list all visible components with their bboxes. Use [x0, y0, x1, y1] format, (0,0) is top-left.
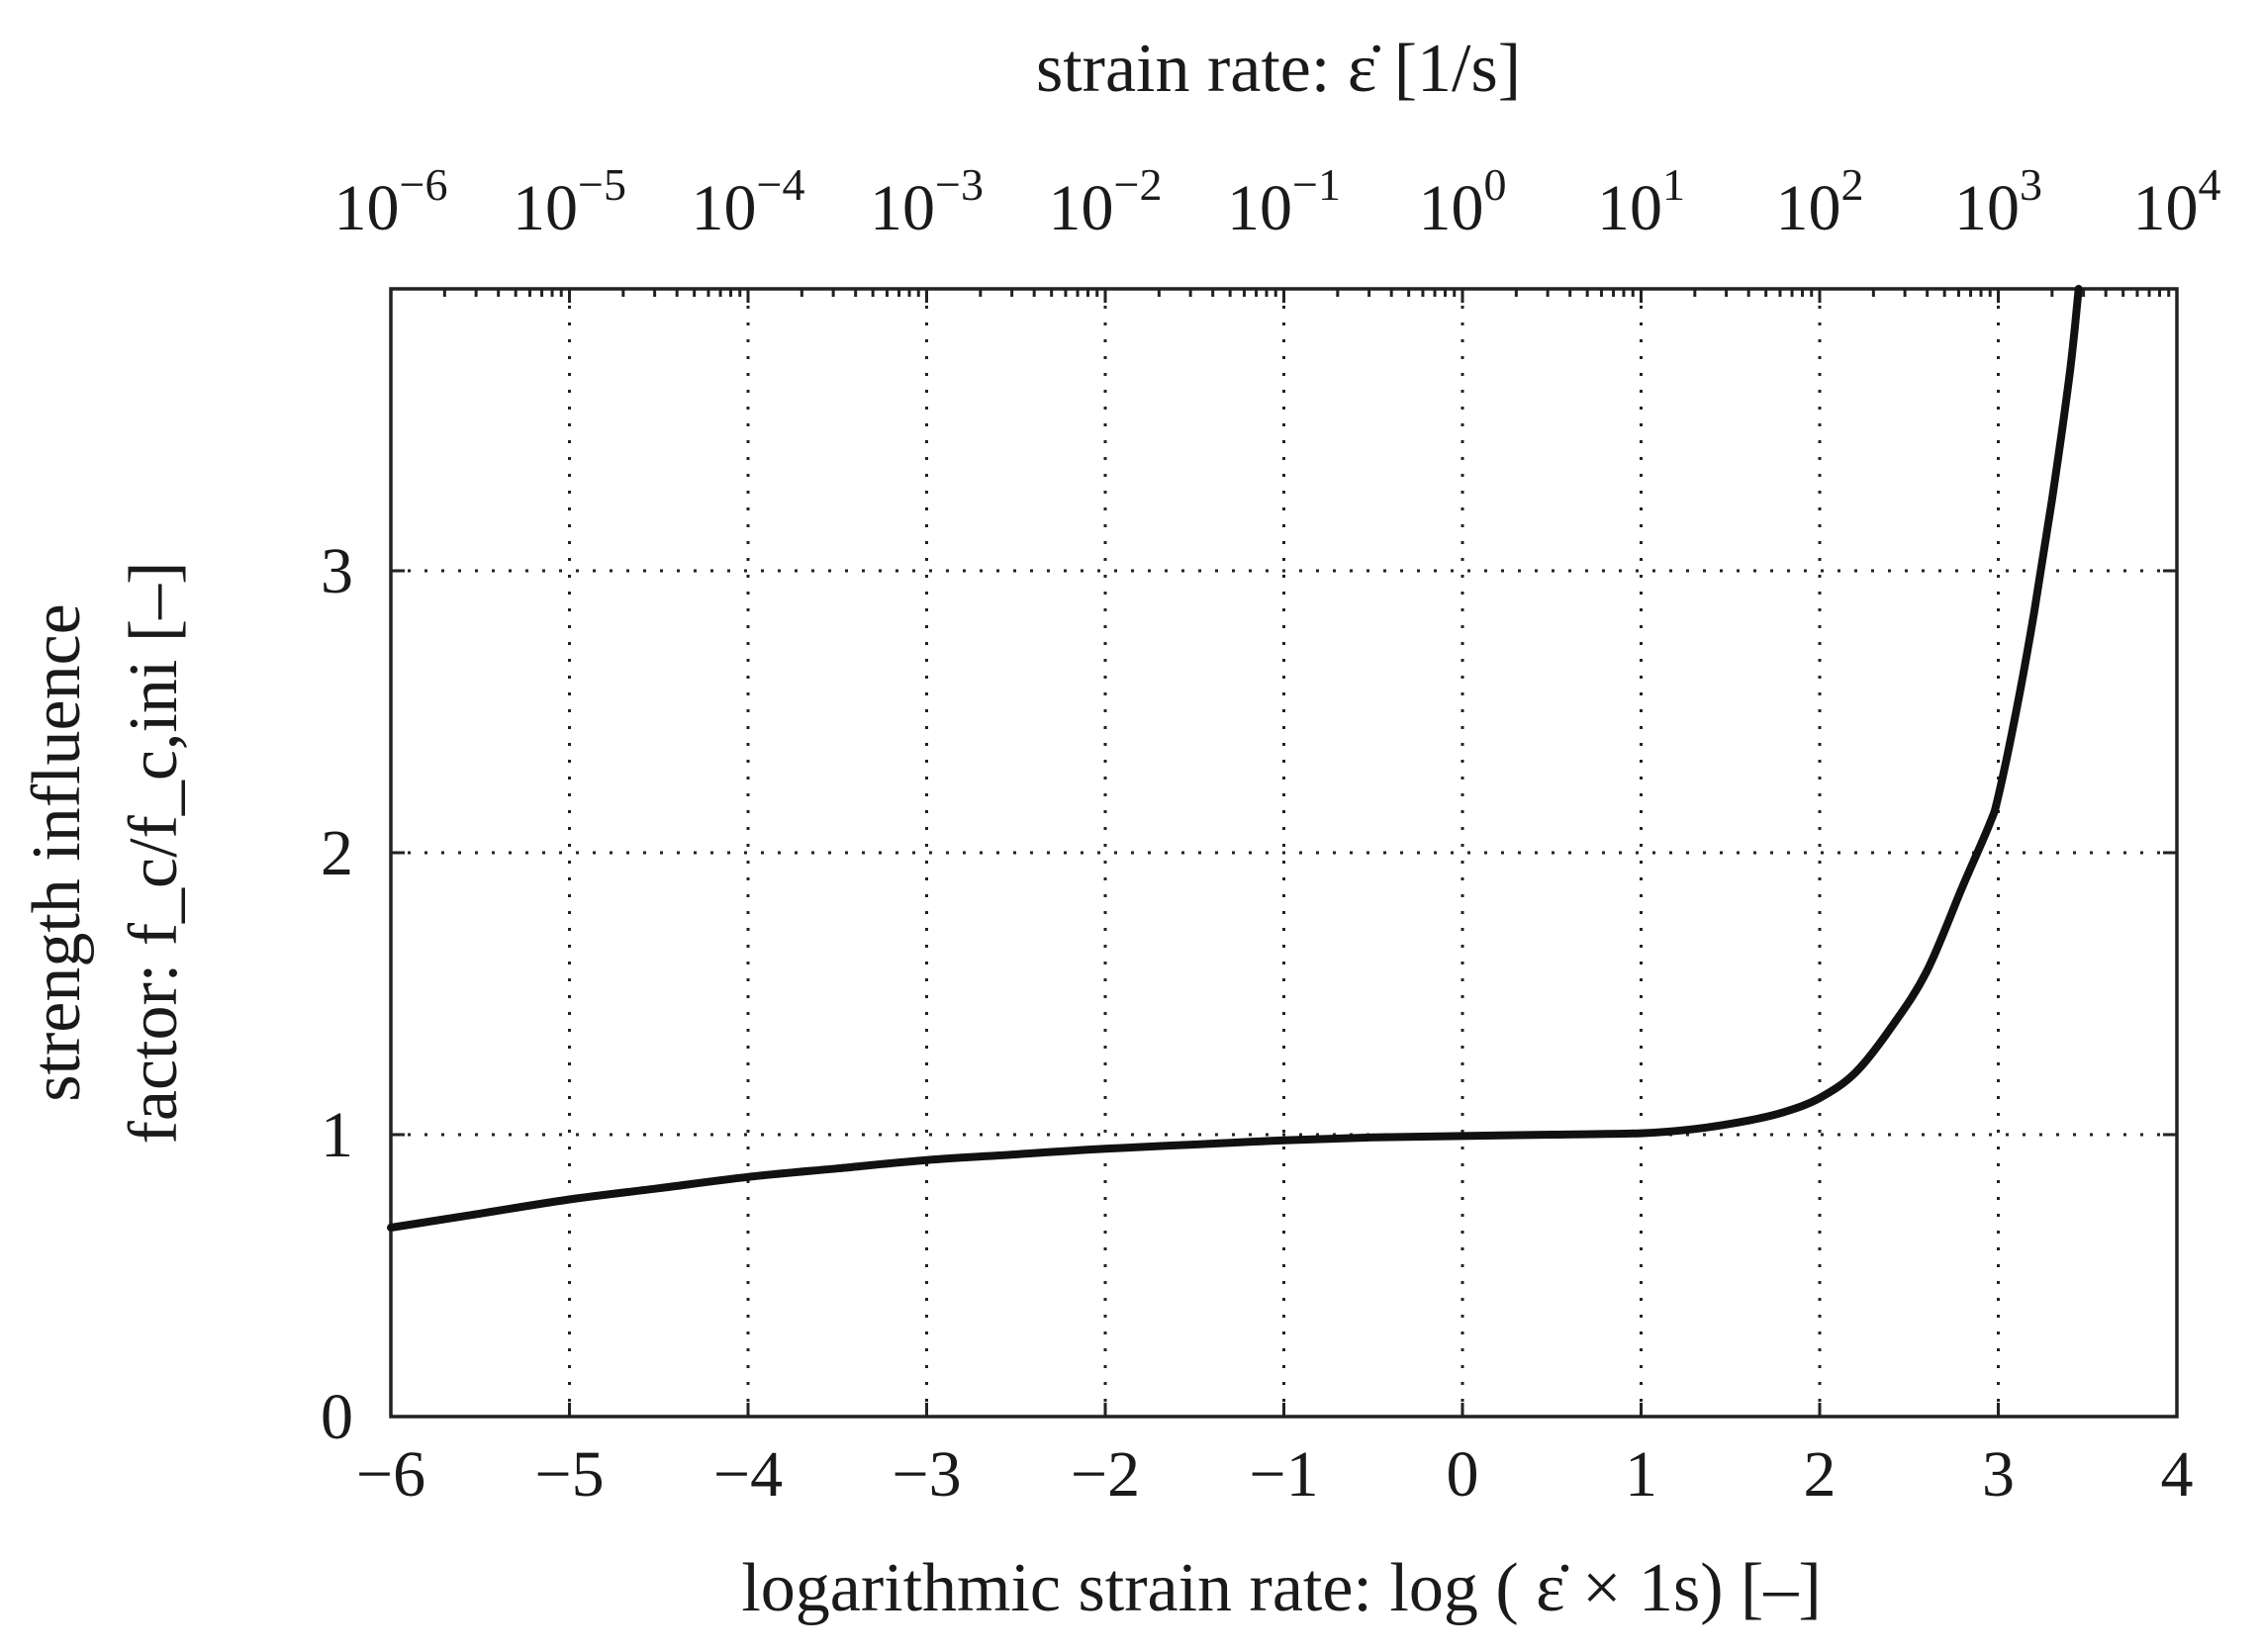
grid-lines — [391, 289, 2177, 1417]
x-axis-title: logarithmic strain rate: log ( ε̇ × 1s) … — [741, 1550, 1821, 1626]
x-tick-label: −3 — [892, 1438, 961, 1511]
y-tick-label: 3 — [321, 535, 353, 607]
x-tick-label: 4 — [2161, 1438, 2194, 1511]
top-tick-label: 10−5 — [513, 159, 626, 244]
y-tick-label: 1 — [321, 1099, 353, 1171]
top-tick-labels: 10−6 10−5 10−4 10−3 10−2 10−1 100 101 102 103 104 — [334, 159, 2221, 244]
y-axis-title-line1: strength influence — [19, 603, 95, 1101]
y-tick-label: 0 — [321, 1381, 353, 1453]
x-tick-label: −2 — [1071, 1438, 1140, 1511]
x-tick-label: 0 — [1447, 1438, 1479, 1511]
top-tick-label: 10−3 — [870, 159, 984, 244]
y-axis-title-line2: factor: f_c/f_c,ini [–] — [116, 562, 192, 1145]
top-tick-label: 10−4 — [692, 159, 805, 244]
tick-marks — [389, 289, 2179, 1419]
x-tick-label: −5 — [534, 1438, 604, 1511]
x-tick-label: −6 — [356, 1438, 425, 1511]
x-tick-label: −1 — [1249, 1438, 1318, 1511]
x-tick-labels: −6 −5 −4 −3 −2 −1 0 1 2 3 4 — [356, 1438, 2194, 1511]
top-axis-title: strain rate: ε̇ [1/s] — [1036, 31, 1521, 107]
top-tick-label: 10−6 — [334, 159, 448, 244]
x-tick-label: 2 — [1804, 1438, 1837, 1511]
y-tick-label: 2 — [321, 817, 353, 889]
series-line — [387, 285, 2083, 1232]
top-tick-label: 102 — [1776, 159, 1864, 244]
top-tick-label: 101 — [1597, 159, 1685, 244]
top-tick-label: 103 — [1954, 159, 2042, 244]
top-tick-label: 10−2 — [1049, 159, 1163, 244]
top-tick-label: 10−1 — [1227, 159, 1341, 244]
top-tick-label: 104 — [2133, 159, 2221, 244]
top-tick-label: 100 — [1419, 159, 1507, 244]
y-tick-labels: 0 1 2 3 — [321, 535, 353, 1453]
x-tick-label: 3 — [1982, 1438, 2015, 1511]
x-tick-label: 1 — [1625, 1438, 1657, 1511]
x-tick-label: −4 — [713, 1438, 783, 1511]
